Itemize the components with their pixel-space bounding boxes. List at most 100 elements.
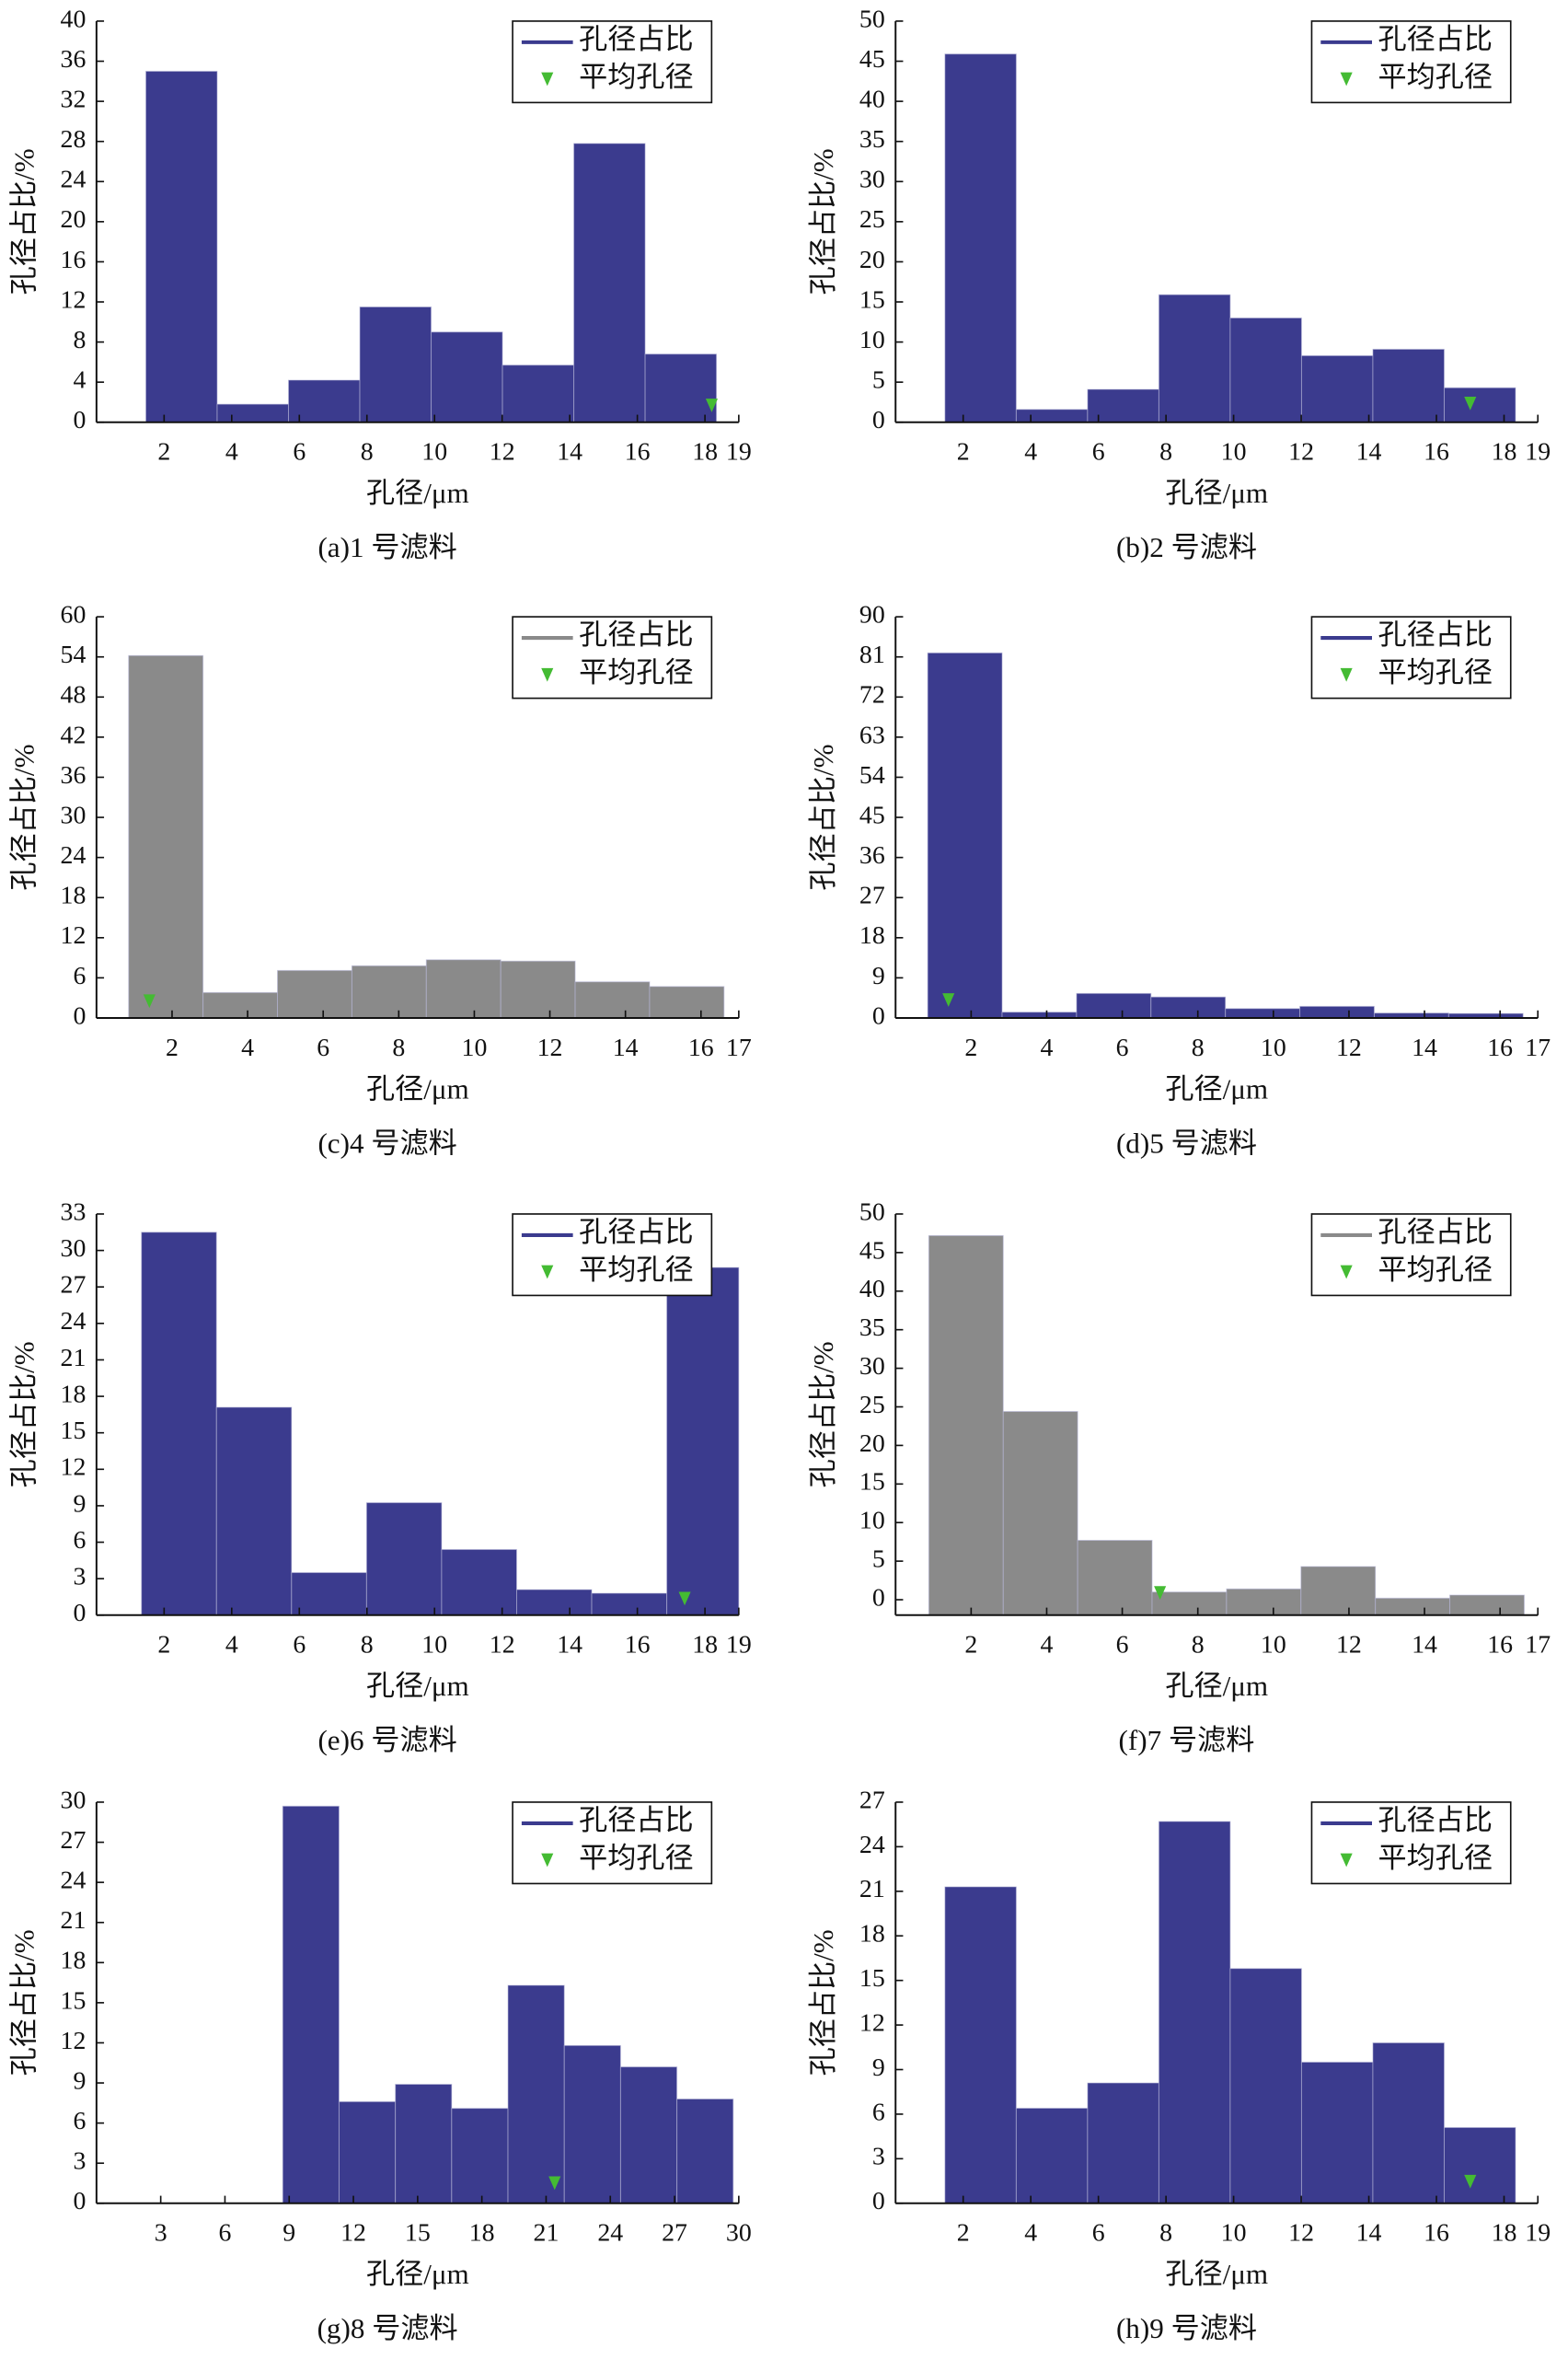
y-tick-label: 36	[61, 761, 86, 790]
x-tick-label: 8	[1192, 1034, 1205, 1062]
y-tick-label: 12	[61, 921, 86, 950]
y-axis-label: 孔径占比/%	[807, 745, 839, 891]
x-axis-label: 孔径/μm	[366, 1072, 469, 1105]
bar	[1150, 996, 1227, 1019]
y-tick-label: 24	[61, 841, 86, 870]
x-tick-label: 21	[534, 2219, 559, 2248]
x-tick-label: 10	[462, 1034, 488, 1062]
legend-marker	[1340, 667, 1353, 682]
y-tick-label: 15	[859, 285, 885, 314]
bar	[1375, 1597, 1451, 1616]
bar	[1077, 1540, 1153, 1616]
x-tick-label: 27	[662, 2219, 687, 2248]
x-tick-label: 8	[1192, 1631, 1205, 1660]
x-tick-label: 6	[293, 438, 306, 467]
mean-marker	[1464, 396, 1477, 411]
bar	[944, 53, 1017, 423]
x-tick-label: 4	[1024, 2219, 1037, 2248]
y-tick-label: 54	[61, 641, 86, 669]
bar	[928, 1234, 1004, 1616]
y-tick-label: 48	[61, 681, 86, 710]
x-tick-label: 4	[1024, 438, 1037, 467]
x-tick-label: 8	[1159, 2219, 1172, 2248]
y-tick-label: 40	[61, 5, 86, 33]
legend-marker	[541, 1853, 554, 1868]
bar	[1158, 294, 1231, 423]
bar	[1225, 1008, 1301, 1019]
y-tick-label: 0	[872, 1001, 885, 1030]
bar	[649, 986, 725, 1019]
legend-label: 孔径占比	[579, 23, 694, 55]
y-tick-label: 42	[61, 721, 86, 749]
y-tick-label: 12	[61, 1453, 86, 1482]
chart-panel: 0 3 6 9 12 15 18 21 24 27 30 3 6 9 12 15 18 21 24 27 30 孔径/μm…	[8, 1786, 752, 2344]
legend-label: 孔径占比	[1378, 23, 1493, 55]
y-axis-label: 孔径占比/%	[807, 1929, 839, 2076]
x-tick-label: 10	[1221, 438, 1247, 467]
y-tick-label: 0	[872, 2187, 885, 2215]
legend-marker	[541, 72, 554, 87]
x-tick-label: 17	[1525, 1631, 1551, 1660]
legend-marker	[541, 1265, 554, 1279]
y-tick-label: 30	[61, 1234, 86, 1263]
y-tick-label: 20	[859, 246, 885, 274]
bar	[1299, 1005, 1375, 1019]
y-tick-label: 10	[859, 1507, 885, 1535]
bar	[500, 960, 576, 1019]
bar	[666, 1266, 740, 1616]
legend-label: 平均孔径	[579, 1842, 694, 1874]
mean-marker	[143, 994, 156, 1009]
y-tick-label: 18	[859, 921, 885, 950]
y-tick-label: 12	[859, 2008, 885, 2037]
x-tick-label: 10	[1261, 1631, 1286, 1660]
y-tick-label: 5	[872, 366, 885, 395]
x-tick-label: 2	[964, 1631, 977, 1660]
x-tick-label: 24	[597, 2219, 623, 2248]
bar	[591, 1592, 668, 1616]
x-tick-label: 2	[964, 1034, 977, 1062]
y-axis-label: 孔径占比/%	[8, 745, 40, 891]
x-tick-label: 18	[692, 1631, 718, 1660]
y-tick-label: 20	[859, 1429, 885, 1458]
bar	[425, 959, 502, 1019]
y-tick-label: 6	[73, 962, 86, 990]
bar	[515, 1589, 593, 1616]
legend-marker	[1340, 72, 1353, 87]
x-tick-label: 6	[218, 2219, 231, 2248]
x-tick-label: 30	[726, 2219, 752, 2248]
legend-box	[512, 1801, 713, 1885]
y-tick-label: 9	[872, 962, 885, 990]
y-tick-label: 15	[859, 1468, 885, 1497]
bar	[502, 364, 575, 423]
y-tick-label: 32	[61, 85, 86, 113]
legend-label: 平均孔径	[1378, 1254, 1493, 1286]
x-tick-label: 17	[726, 1034, 752, 1062]
bar	[1443, 387, 1516, 423]
x-tick-label: 2	[957, 438, 970, 467]
x-tick-label: 4	[241, 1034, 254, 1062]
bar	[1300, 1566, 1377, 1616]
caption: (g)8 号滤料	[317, 2312, 458, 2344]
y-tick-label: 15	[61, 1986, 86, 2015]
legend-box	[512, 616, 713, 700]
bar	[1002, 1411, 1078, 1616]
bar	[1300, 354, 1374, 423]
legend-label: 平均孔径	[579, 1254, 694, 1286]
y-tick-label: 21	[61, 1344, 86, 1372]
x-tick-label: 16	[1424, 438, 1449, 467]
bar	[351, 965, 427, 1019]
bar	[1372, 348, 1445, 423]
caption: (h)9 号滤料	[1116, 2312, 1257, 2344]
chart-panel: 0 5 10 15 20 25 30 35 40 45 50 2 4 6 8 10 12 14 16 18 19 孔径/μ…	[807, 5, 1551, 563]
y-tick-label: 18	[61, 1380, 86, 1408]
x-axis-label: 孔径/μm	[1165, 2258, 1268, 2290]
legend-marker	[1340, 1853, 1353, 1868]
caption: (e)6 号滤料	[317, 1724, 456, 1756]
y-tick-label: 24	[61, 1867, 86, 1895]
bar	[216, 403, 290, 423]
y-tick-label: 50	[859, 5, 885, 33]
x-tick-label: 8	[392, 1034, 405, 1062]
